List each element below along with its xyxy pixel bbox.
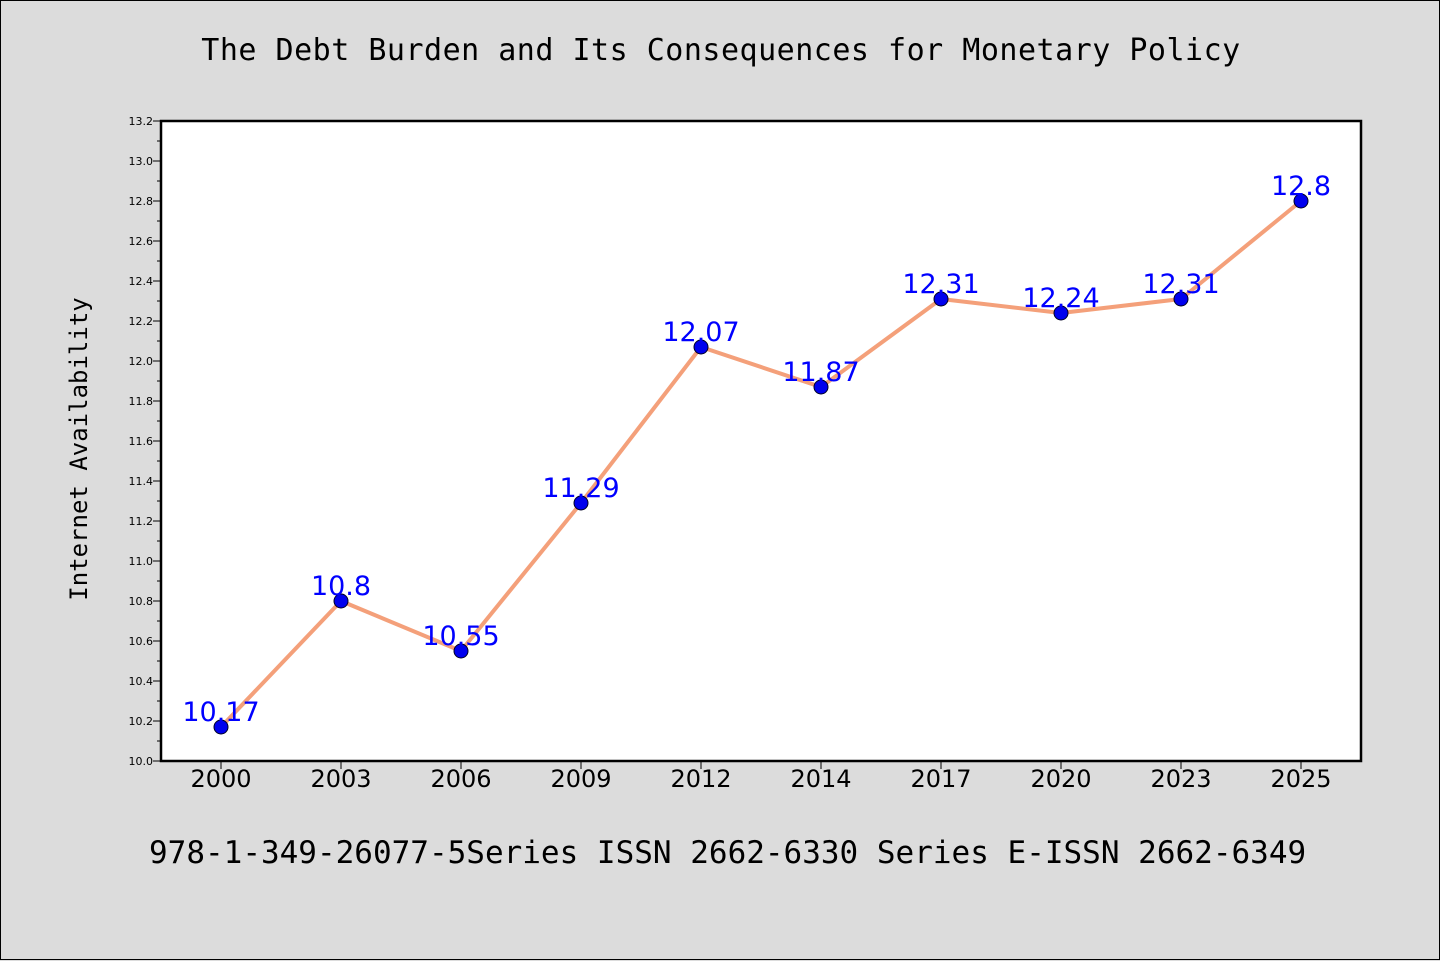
y-tick-label: 11.6 bbox=[129, 435, 154, 448]
x-tick-label: 2025 bbox=[1270, 765, 1331, 793]
y-axis: 10.0 10.2 10.4 10.6 10.8 11.0 11.2 11.4 11.6 11.8… bbox=[129, 115, 161, 768]
y-tick-label: 12.2 bbox=[129, 315, 154, 328]
x-tick-label: 2003 bbox=[310, 765, 371, 793]
series-line bbox=[219, 199, 1303, 729]
data-label: 11.87 bbox=[782, 357, 859, 388]
x-axis: 2000 2003 2006 2009 2012 2014 2017 2020 2023 2025 bbox=[190, 761, 1332, 793]
data-labels: 10.17 10.8 10.55 11.29 12.07 11.87 12.31 12.24 1… bbox=[182, 171, 1331, 728]
y-tick-label: 12.6 bbox=[129, 235, 154, 248]
data-point bbox=[1053, 305, 1069, 321]
y-tick-label: 10.0 bbox=[129, 755, 154, 768]
y-axis-label: Internet Availability bbox=[65, 297, 93, 600]
y-tick-label: 13.0 bbox=[129, 155, 154, 168]
x-tick-label: 2020 bbox=[1030, 765, 1091, 793]
y-tick-label: 10.2 bbox=[129, 715, 154, 728]
data-label: 12.07 bbox=[662, 317, 739, 348]
footer-text: 978-1-349-26077-5Series ISSN 2662-6330 S… bbox=[149, 835, 1307, 871]
y-tick-label: 12.0 bbox=[129, 355, 154, 368]
data-label: 12.31 bbox=[902, 269, 979, 300]
data-point bbox=[693, 339, 709, 355]
x-tick-label: 2023 bbox=[1150, 765, 1211, 793]
data-label: 11.29 bbox=[542, 473, 619, 504]
y-tick-label: 10.4 bbox=[129, 675, 154, 688]
plot-area bbox=[161, 121, 1361, 761]
data-point bbox=[573, 495, 589, 511]
y-tick-label: 10.8 bbox=[129, 595, 154, 608]
x-tick-label: 2014 bbox=[790, 765, 851, 793]
y-tick-label: 12.4 bbox=[129, 275, 154, 288]
x-tick-label: 2000 bbox=[190, 765, 251, 793]
data-label: 12.31 bbox=[1142, 269, 1219, 300]
x-tick-label: 2012 bbox=[670, 765, 731, 793]
y-tick-label: 11.8 bbox=[129, 395, 154, 408]
plot-frame bbox=[159, 119, 1363, 763]
x-tick-label: 2006 bbox=[430, 765, 491, 793]
data-label: 10.8 bbox=[311, 571, 371, 602]
data-point bbox=[813, 379, 829, 395]
data-label: 12.8 bbox=[1271, 171, 1331, 202]
y-tick-label: 12.8 bbox=[129, 195, 154, 208]
data-label: 10.55 bbox=[422, 621, 499, 652]
series-markers bbox=[213, 193, 1309, 735]
y-tick-label: 13.2 bbox=[129, 115, 154, 128]
x-tick-label: 2009 bbox=[550, 765, 611, 793]
data-point bbox=[1173, 291, 1189, 307]
data-label: 12.24 bbox=[1022, 283, 1099, 314]
data-point bbox=[453, 643, 469, 659]
data-point bbox=[213, 719, 229, 735]
y-tick-label: 11.4 bbox=[129, 475, 154, 488]
y-tick-label: 11.0 bbox=[129, 555, 154, 568]
y-tick-label: 10.6 bbox=[129, 635, 154, 648]
y-tick-label: 11.2 bbox=[129, 515, 154, 528]
data-point bbox=[933, 291, 949, 307]
data-point bbox=[1293, 193, 1309, 209]
data-label: 10.17 bbox=[182, 697, 259, 728]
data-point bbox=[333, 593, 349, 609]
x-tick-label: 2017 bbox=[910, 765, 971, 793]
chart-title: The Debt Burden and Its Consequences for… bbox=[201, 33, 1241, 68]
